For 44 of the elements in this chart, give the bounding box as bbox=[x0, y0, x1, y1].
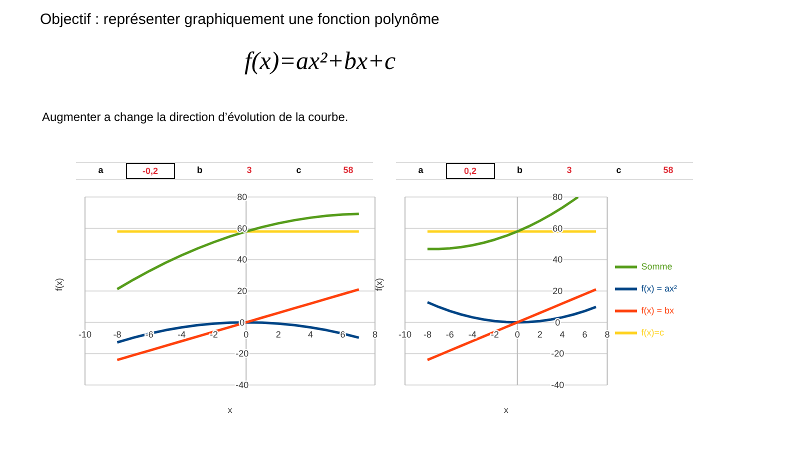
x-tick-label: 8 bbox=[372, 329, 378, 340]
x-tick-label: 4 bbox=[308, 329, 314, 340]
y-tick-label: 80 bbox=[237, 192, 248, 202]
legend-label: f(x) = ax² bbox=[641, 283, 677, 294]
legend-label: Somme bbox=[641, 261, 672, 272]
x-tick-label: 2 bbox=[276, 329, 281, 340]
x-tick-label: 0 bbox=[514, 329, 520, 340]
y-axis-title: f(x) bbox=[374, 278, 384, 291]
x-axis-title: x bbox=[504, 405, 509, 415]
x-tick-label: -4 bbox=[178, 329, 186, 340]
y-tick-label: -20 bbox=[551, 348, 564, 359]
line-series bbox=[116, 321, 360, 344]
y-axis-title: f(x) bbox=[54, 278, 64, 291]
legend-label: f(x) = bx bbox=[641, 305, 674, 316]
x-tick-label: -4 bbox=[468, 329, 476, 340]
line-series bbox=[426, 301, 598, 324]
x-tick-label: 2 bbox=[537, 329, 542, 340]
x-tick-label: -8 bbox=[113, 329, 122, 340]
x-axis-title: x bbox=[228, 405, 233, 415]
x-tick-label: 4 bbox=[560, 329, 565, 340]
y-tick-label: -40 bbox=[551, 380, 564, 390]
x-tick-label: 6 bbox=[340, 329, 346, 340]
y-tick-label: -20 bbox=[236, 348, 249, 359]
x-tick-label: 6 bbox=[582, 329, 588, 340]
chart-title: Objectif : représenter graphiquement une fonction polynôme bbox=[40, 11, 440, 28]
x-tick-label: -10 bbox=[78, 329, 92, 340]
y-tick-label: 20 bbox=[237, 286, 248, 296]
legend-label: f(x)=c bbox=[641, 327, 664, 338]
spreadsheet-row: a -0,2 b 3 c 58 bbox=[76, 162, 373, 180]
x-tick-label: -8 bbox=[423, 329, 432, 340]
x-tick-label: 8 bbox=[604, 329, 610, 340]
line-series bbox=[116, 288, 360, 362]
y-tick-label: -40 bbox=[236, 380, 249, 390]
chart-subtitle: f(x)=ax²+bx+c bbox=[243, 48, 397, 76]
x-tick-label: -10 bbox=[398, 329, 412, 340]
y-tick-label: 40 bbox=[237, 254, 248, 265]
y-tick-label: 80 bbox=[552, 192, 563, 202]
text: Augmenter a change la direction d’évolution de la courbe. bbox=[42, 110, 348, 124]
y-tick-label: 40 bbox=[552, 254, 563, 265]
y-tick-label: 20 bbox=[552, 286, 563, 296]
spreadsheet-row: a 0,2 b 3 c 58 bbox=[396, 162, 693, 180]
x-tick-label: -6 bbox=[446, 329, 454, 340]
x-tick-label: -6 bbox=[145, 329, 154, 340]
y-tick-label: 0 bbox=[555, 317, 560, 328]
